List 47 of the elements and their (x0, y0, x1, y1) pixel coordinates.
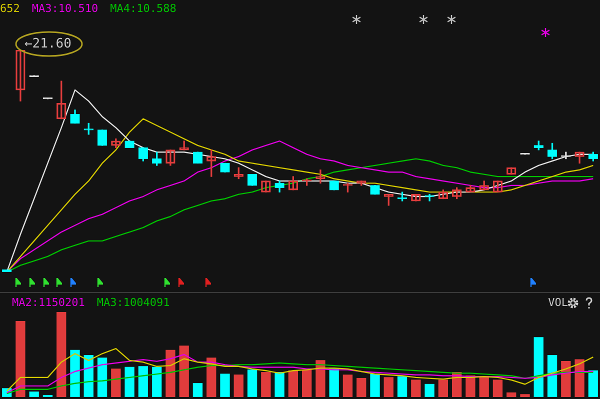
bar (152, 366, 162, 397)
bar (206, 358, 216, 397)
bar (370, 374, 380, 397)
candlestick (424, 194, 434, 202)
bar (111, 368, 121, 397)
bar (547, 355, 558, 397)
bar (166, 350, 176, 397)
bar (29, 392, 39, 397)
text: MA2:1150201 (12, 296, 85, 309)
bar (234, 374, 244, 397)
bar (16, 321, 26, 397)
bar (70, 350, 80, 397)
bar (192, 383, 203, 397)
bar (288, 370, 298, 397)
bar (329, 368, 339, 397)
bar (316, 360, 326, 397)
bar (397, 376, 408, 397)
bar (84, 355, 94, 397)
bar (506, 392, 516, 397)
bar (492, 380, 503, 397)
bar (342, 374, 353, 397)
bar (56, 312, 66, 397)
bar (247, 369, 258, 397)
bar (302, 369, 312, 397)
bar (356, 378, 366, 397)
text: MA3:1004091 (96, 296, 170, 309)
bar (274, 372, 284, 397)
bar (124, 366, 134, 397)
bar (438, 380, 448, 397)
text: MA3:10.510 (32, 2, 98, 15)
bar (261, 372, 271, 397)
bar (220, 374, 230, 397)
bar (179, 346, 189, 397)
bar (424, 384, 434, 397)
bar (520, 394, 530, 397)
text: MA4:10.588 (110, 2, 176, 15)
chart-title: VOL (548, 296, 568, 309)
bar (138, 366, 148, 397)
bar (384, 377, 394, 397)
annotation: ←21.60 (24, 36, 72, 52)
bar (534, 337, 544, 397)
text: 652 (0, 2, 20, 15)
bar (588, 370, 598, 397)
bar (561, 360, 571, 397)
bar (479, 377, 489, 397)
bar (97, 358, 108, 397)
bar (411, 380, 421, 397)
